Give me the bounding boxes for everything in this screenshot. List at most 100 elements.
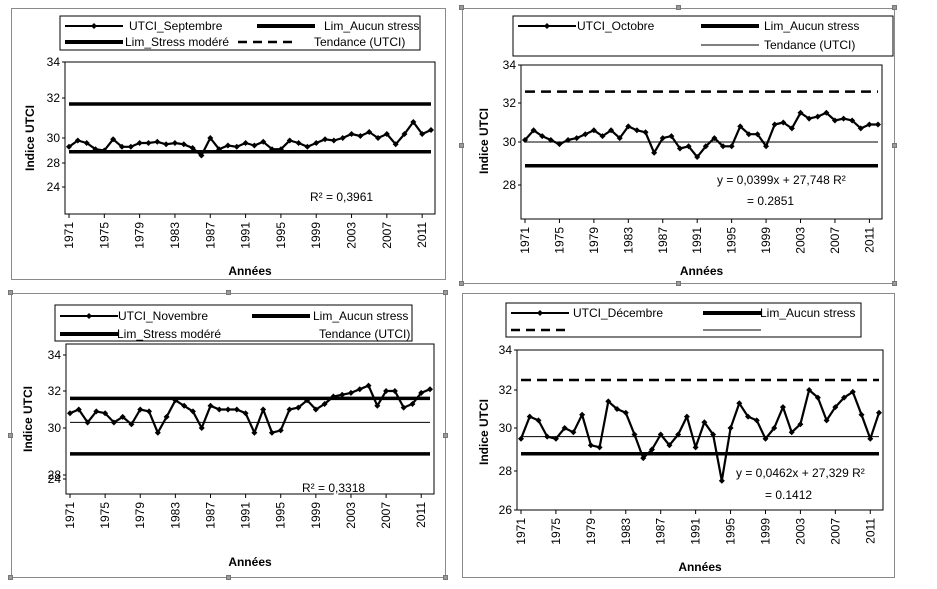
data-point xyxy=(268,429,275,436)
data-point xyxy=(277,427,284,434)
resize-handle[interactable] xyxy=(443,290,448,295)
data-point xyxy=(224,142,231,149)
chart-svg-novembre: UTCI_Novembre Lim_Aucun stress Lim_Stress … xyxy=(21,304,435,569)
chart-svg-septembre: UTCI_Septembre Lim_Aucun stress Lim_Stress… xyxy=(23,15,436,278)
data-point xyxy=(119,413,126,420)
resize-handle[interactable] xyxy=(675,281,681,286)
data-point xyxy=(330,137,337,144)
data-point xyxy=(136,140,143,146)
x-tick-label: 2011 xyxy=(863,518,877,544)
data-point xyxy=(242,410,249,417)
chart-panel-octobre[interactable]: UTCI_Octobre Lim_Aucun stress Tendance (UT… xyxy=(462,8,895,284)
x-tick-label: 1987 xyxy=(203,502,217,529)
data-point xyxy=(110,136,117,143)
resize-handle[interactable] xyxy=(675,5,681,10)
y-tick-label: 28 xyxy=(499,464,513,478)
data-point xyxy=(587,442,594,449)
legend-item: UTCI_Octobre xyxy=(518,19,655,33)
x-tick-label: 1983 xyxy=(621,227,635,254)
y-tick-label: 32 xyxy=(47,91,61,105)
data-point xyxy=(666,442,673,449)
x-tick-label: 1983 xyxy=(168,222,182,249)
data-point xyxy=(849,117,856,124)
data-point xyxy=(866,121,873,128)
resize-handle[interactable] xyxy=(892,5,897,10)
y-tick-label: 30 xyxy=(499,421,513,435)
chart-panel-novembre[interactable]: UTCI_Novembre Lim_Aucun stress Lim_Stress … xyxy=(11,293,446,578)
x-tick-label: 1979 xyxy=(133,502,147,529)
data-point xyxy=(762,435,769,442)
data-point xyxy=(322,136,329,143)
data-point xyxy=(651,149,658,156)
data-point xyxy=(339,391,346,398)
data-point xyxy=(867,435,874,442)
data-point xyxy=(304,143,311,150)
legend-marker xyxy=(91,23,97,29)
y-axis-title: Indice UTCI xyxy=(21,386,35,452)
data-point xyxy=(754,131,761,138)
resize-handle[interactable] xyxy=(8,575,13,580)
data-point xyxy=(840,115,847,122)
x-tick-label: 2007 xyxy=(828,227,842,254)
data-point xyxy=(347,389,354,396)
resize-handle[interactable] xyxy=(8,290,13,295)
resize-handle[interactable] xyxy=(459,281,464,286)
legend-label: UTCI_Novembre xyxy=(118,309,208,323)
y-tick-label: 30 xyxy=(47,131,61,145)
resize-handle[interactable] xyxy=(892,281,897,286)
chart-panel-decembre: UTCI_Décembre Lim_Aucun stress 26 28 30 32 34 1… xyxy=(462,293,895,578)
trend-annotation: R² = 0,3318 xyxy=(302,481,365,495)
data-point xyxy=(780,119,787,126)
data-point xyxy=(573,135,580,142)
x-tick-label: 2007 xyxy=(828,518,842,545)
legend-item: Lim_Stress modéré xyxy=(65,35,229,49)
series-line xyxy=(519,388,881,482)
x-tick-label: 1995 xyxy=(274,222,288,249)
data-point xyxy=(788,125,795,132)
resize-handle[interactable] xyxy=(225,290,231,295)
data-point xyxy=(375,135,382,141)
x-tick-label: 1979 xyxy=(587,227,601,254)
y-tick-label: 34 xyxy=(48,348,62,362)
trend-annotation: = 0.2851 xyxy=(747,194,794,208)
resize-handle[interactable] xyxy=(892,143,897,148)
data-point xyxy=(233,406,240,413)
x-tick-label: 1979 xyxy=(133,222,147,249)
x-tick-label: 1987 xyxy=(203,222,217,249)
resize-handle[interactable] xyxy=(459,143,464,148)
data-point xyxy=(841,394,848,401)
data-point xyxy=(286,137,293,144)
x-tick-label: 1975 xyxy=(97,222,111,249)
data-point xyxy=(642,129,649,136)
data-point xyxy=(676,145,683,152)
data-point xyxy=(391,388,398,394)
x-tick-label: 1995 xyxy=(725,227,739,254)
data-point xyxy=(260,406,267,413)
legend-marker xyxy=(86,313,92,319)
series-line xyxy=(69,384,431,434)
data-point xyxy=(753,417,760,424)
data-point xyxy=(137,406,144,413)
data-point xyxy=(771,121,778,128)
resize-handle[interactable] xyxy=(443,432,448,438)
data-point xyxy=(401,131,408,137)
data-point xyxy=(857,125,864,132)
resize-handle[interactable] xyxy=(459,5,464,10)
x-tick-label: 1975 xyxy=(552,227,566,254)
data-point xyxy=(392,141,399,148)
data-point xyxy=(207,135,214,141)
x-tick-label: 1999 xyxy=(759,227,773,254)
x-tick-label: 2007 xyxy=(379,502,393,529)
data-point xyxy=(625,123,632,130)
resize-handle[interactable] xyxy=(225,575,231,580)
x-tick-label: 1971 xyxy=(62,222,76,249)
trend-annotation: R² = 0,3961 xyxy=(310,190,373,204)
resize-handle[interactable] xyxy=(443,575,448,580)
data-point xyxy=(858,411,865,418)
data-point xyxy=(163,141,170,148)
x-tick-label: 1983 xyxy=(168,502,182,529)
y-tick-label: 30 xyxy=(48,421,62,435)
legend-marker xyxy=(537,310,543,316)
data-point xyxy=(648,446,655,453)
resize-handle[interactable] xyxy=(8,432,13,438)
